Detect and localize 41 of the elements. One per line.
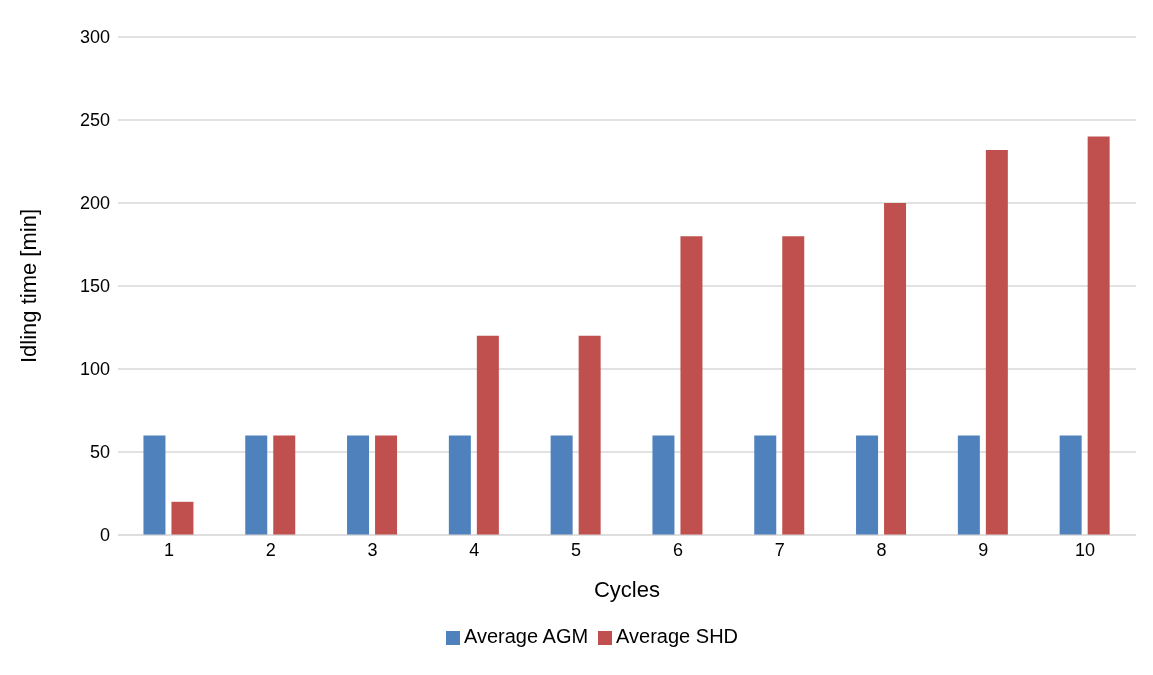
- bar: [347, 435, 370, 535]
- bar: [884, 203, 907, 535]
- x-tick-label: 1: [163, 539, 174, 560]
- bar: [550, 435, 573, 535]
- y-tick-label: 0: [99, 525, 110, 546]
- bar: [375, 435, 398, 535]
- bar: [476, 335, 499, 535]
- legend-label: Average SHD: [616, 625, 739, 647]
- x-tick-label: 9: [978, 539, 989, 560]
- x-tick-label: 3: [367, 539, 378, 560]
- bar: [754, 435, 777, 535]
- bar: [856, 435, 879, 535]
- x-tick-label: 6: [672, 539, 683, 560]
- y-tick-label: 50: [89, 442, 110, 463]
- bar: [985, 149, 1008, 535]
- x-tick-label: 4: [469, 539, 480, 560]
- bar: [1059, 435, 1082, 535]
- y-tick-label: 250: [79, 110, 110, 131]
- y-axis-title: Idling time [min]: [15, 208, 41, 364]
- bar: [680, 236, 703, 535]
- bar: [652, 435, 675, 535]
- x-tick-label: 8: [876, 539, 887, 560]
- bar: [448, 435, 471, 535]
- x-tick-label: 7: [774, 539, 785, 560]
- bar: [245, 435, 268, 535]
- bar: [957, 435, 980, 535]
- bar: [273, 435, 296, 535]
- y-tick-label: 150: [79, 276, 110, 297]
- bar: [1087, 136, 1110, 535]
- bar: [782, 236, 805, 535]
- bar: [171, 501, 194, 535]
- y-tick-label: 100: [79, 359, 110, 380]
- x-tick-label: 5: [571, 539, 582, 560]
- y-tick-label: 200: [79, 193, 110, 214]
- bar: [578, 335, 601, 535]
- legend-label: Average AGM: [463, 625, 589, 647]
- x-tick-label: 10: [1075, 539, 1096, 560]
- x-axis-title: Cycles: [593, 577, 661, 602]
- x-tick-label: 2: [265, 539, 276, 560]
- y-tick-label: 300: [79, 27, 110, 48]
- bar: [143, 435, 166, 535]
